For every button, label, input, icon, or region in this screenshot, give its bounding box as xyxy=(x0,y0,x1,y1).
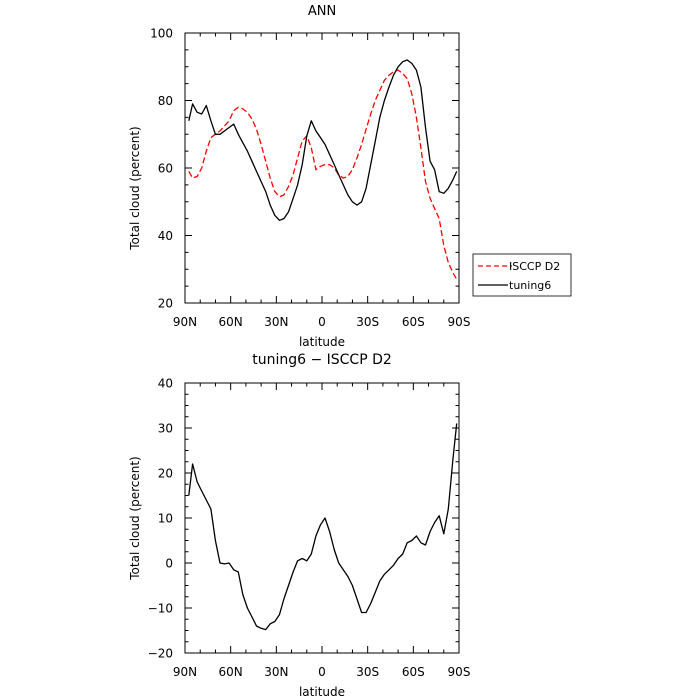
y-tick-label: 100 xyxy=(150,27,173,41)
bottom-ticks: −20 −10 0 10 20 30 40 90N 60N 30N 0 30S 60S 90S xyxy=(148,377,471,680)
top-legend: ISCCP D2 tuning6 xyxy=(472,253,572,297)
x-tick-label: 90N xyxy=(173,665,197,679)
x-tick-label: 90S xyxy=(448,315,471,329)
bottom-y-axis-label: Total cloud (percent) xyxy=(128,456,142,580)
y-tick-label: 80 xyxy=(158,94,173,108)
y-tick-label: 60 xyxy=(158,162,173,176)
bottom-title: tuning6 − ISCCP D2 xyxy=(252,352,392,368)
x-tick-label: 30S xyxy=(356,665,379,679)
legend-label-tuning6: tuning6 xyxy=(509,279,551,292)
top-y-axis-label: Total cloud (percent) xyxy=(128,126,142,250)
y-tick-label: 10 xyxy=(158,512,173,526)
x-tick-label: 60N xyxy=(219,665,243,679)
bottom-plot-frame xyxy=(184,382,460,654)
x-tick-label: 30N xyxy=(264,315,288,329)
top-ticks: 20 40 60 80 100 90N 60N 30N 0 30S 60S 90S xyxy=(150,27,470,330)
bottom-series-lines xyxy=(188,423,458,631)
x-tick-label: 90S xyxy=(448,665,471,679)
y-tick-label: 40 xyxy=(158,229,173,243)
bottom-panel: tuning6 − ISCCP D2 Total cloud (percent)… xyxy=(128,352,470,699)
x-tick-label: 0 xyxy=(318,665,326,679)
x-tick-label: 60S xyxy=(402,315,425,329)
y-tick-label: 30 xyxy=(158,422,173,436)
top-title: ANN xyxy=(308,4,336,19)
series-line-difference xyxy=(188,423,458,631)
x-tick-label: 60N xyxy=(219,315,243,329)
y-tick-label: 20 xyxy=(158,297,173,311)
x-tick-label: 30N xyxy=(264,665,288,679)
y-tick-label: 40 xyxy=(158,377,173,391)
x-tick-label: 0 xyxy=(318,315,326,329)
legend-box xyxy=(472,253,572,297)
legend-label-isccp: ISCCP D2 xyxy=(509,260,560,273)
y-tick-label: −10 xyxy=(148,602,173,616)
series-line-tuning6 xyxy=(188,59,458,221)
series-line-isccp-d2 xyxy=(188,69,458,280)
top-x-axis-label: latitude xyxy=(299,335,345,349)
top-plot-frame xyxy=(184,32,460,304)
bottom-x-axis-label: latitude xyxy=(299,685,345,699)
x-tick-label: 60S xyxy=(402,665,425,679)
x-tick-label: 90N xyxy=(173,315,197,329)
y-tick-label: 20 xyxy=(158,467,173,481)
x-tick-label: 30S xyxy=(356,315,379,329)
y-tick-label: 0 xyxy=(165,557,173,571)
top-series-lines xyxy=(188,59,458,280)
top-panel: ANN Total cloud (percent) latitude 20 40 6… xyxy=(128,4,470,349)
y-tick-label: −20 xyxy=(148,647,173,661)
